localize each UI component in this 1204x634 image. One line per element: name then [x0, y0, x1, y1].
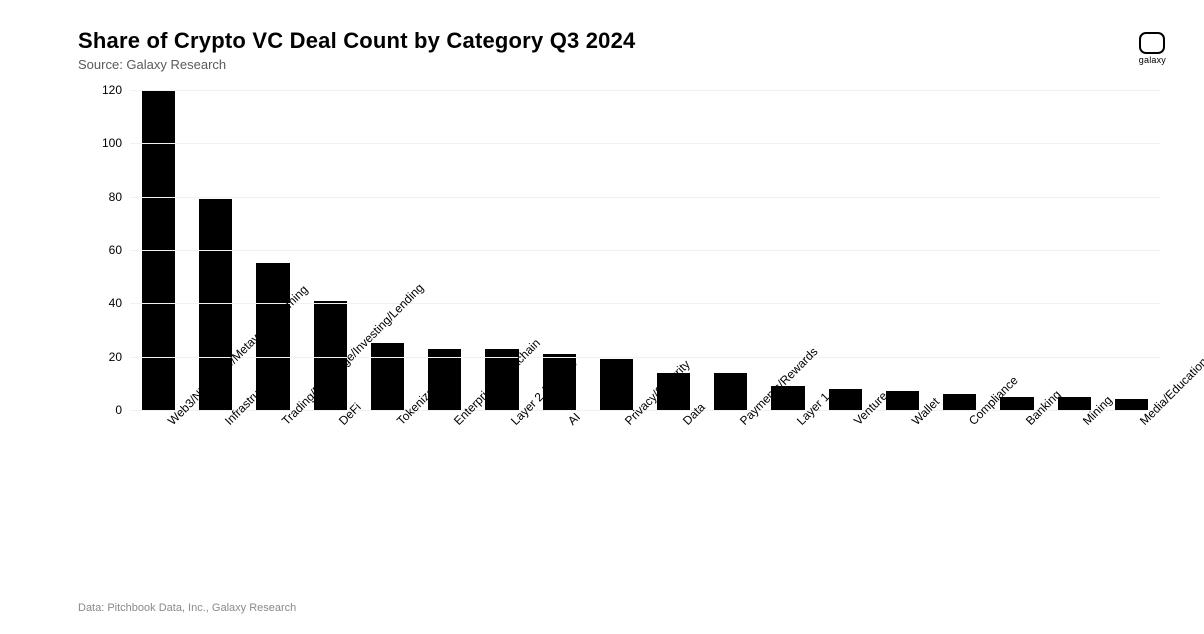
x-tick-label: Web3/NFT/DAO/Metaverse/Gaming	[165, 418, 175, 428]
bar	[600, 359, 633, 410]
x-tick-label: Wallet	[909, 418, 919, 428]
chart-title: Share of Crypto VC Deal Count by Categor…	[78, 28, 1166, 54]
bar-chart-plot-area: 020406080100120	[130, 90, 1160, 411]
gridline	[130, 90, 1160, 91]
x-tick-label: Media/Education	[1137, 418, 1147, 428]
x-tick-label: AI	[565, 418, 575, 428]
x-tick-label: DeFi	[336, 418, 346, 428]
x-tick-label: Data	[680, 418, 690, 428]
x-tick-label: Enterprise Blockchain	[451, 418, 461, 428]
bar	[371, 343, 404, 410]
x-tick-label: Tokenization	[394, 418, 404, 428]
bar	[1058, 397, 1091, 410]
y-tick-label: 120	[82, 83, 122, 97]
galaxy-logo: galaxy	[1139, 32, 1166, 65]
chart-subtitle: Source: Galaxy Research	[78, 57, 1166, 72]
x-tick-label: Mining	[1080, 418, 1090, 428]
gridline	[130, 250, 1160, 251]
galaxy-logo-text: galaxy	[1139, 55, 1166, 65]
x-tick-label: Layer 1	[794, 418, 804, 428]
y-tick-label: 20	[82, 350, 122, 364]
bar	[943, 394, 976, 410]
gridline	[130, 197, 1160, 198]
bar	[714, 373, 747, 410]
y-tick-label: 80	[82, 190, 122, 204]
bar	[1115, 399, 1148, 410]
gridline	[130, 357, 1160, 358]
y-tick-label: 40	[82, 296, 122, 310]
x-tick-label: Venture	[851, 418, 861, 428]
x-tick-label: Layer 2 / Interop	[508, 418, 518, 428]
bar	[886, 391, 919, 410]
bar	[1000, 397, 1033, 410]
y-tick-label: 100	[82, 136, 122, 150]
x-tick-label: Infrastructure	[222, 418, 232, 428]
chart-footer: Data: Pitchbook Data, Inc., Galaxy Resea…	[78, 602, 296, 614]
x-tick-label: Banking	[1023, 418, 1033, 428]
x-tick-label: Compliance	[966, 418, 976, 428]
x-tick-label: Payments/Rewards	[737, 418, 747, 428]
y-tick-label: 0	[82, 403, 122, 417]
x-tick-label: Trading/Exchange/Investing/Lending	[279, 418, 289, 428]
bar	[829, 389, 862, 410]
x-axis-labels: Web3/NFT/DAO/Metaverse/Gaming Infrastruct…	[130, 410, 1160, 610]
x-tick-label: Privacy/Security	[622, 418, 632, 428]
galaxy-logo-icon	[1139, 32, 1165, 54]
y-tick-label: 60	[82, 243, 122, 257]
gridline	[130, 143, 1160, 144]
